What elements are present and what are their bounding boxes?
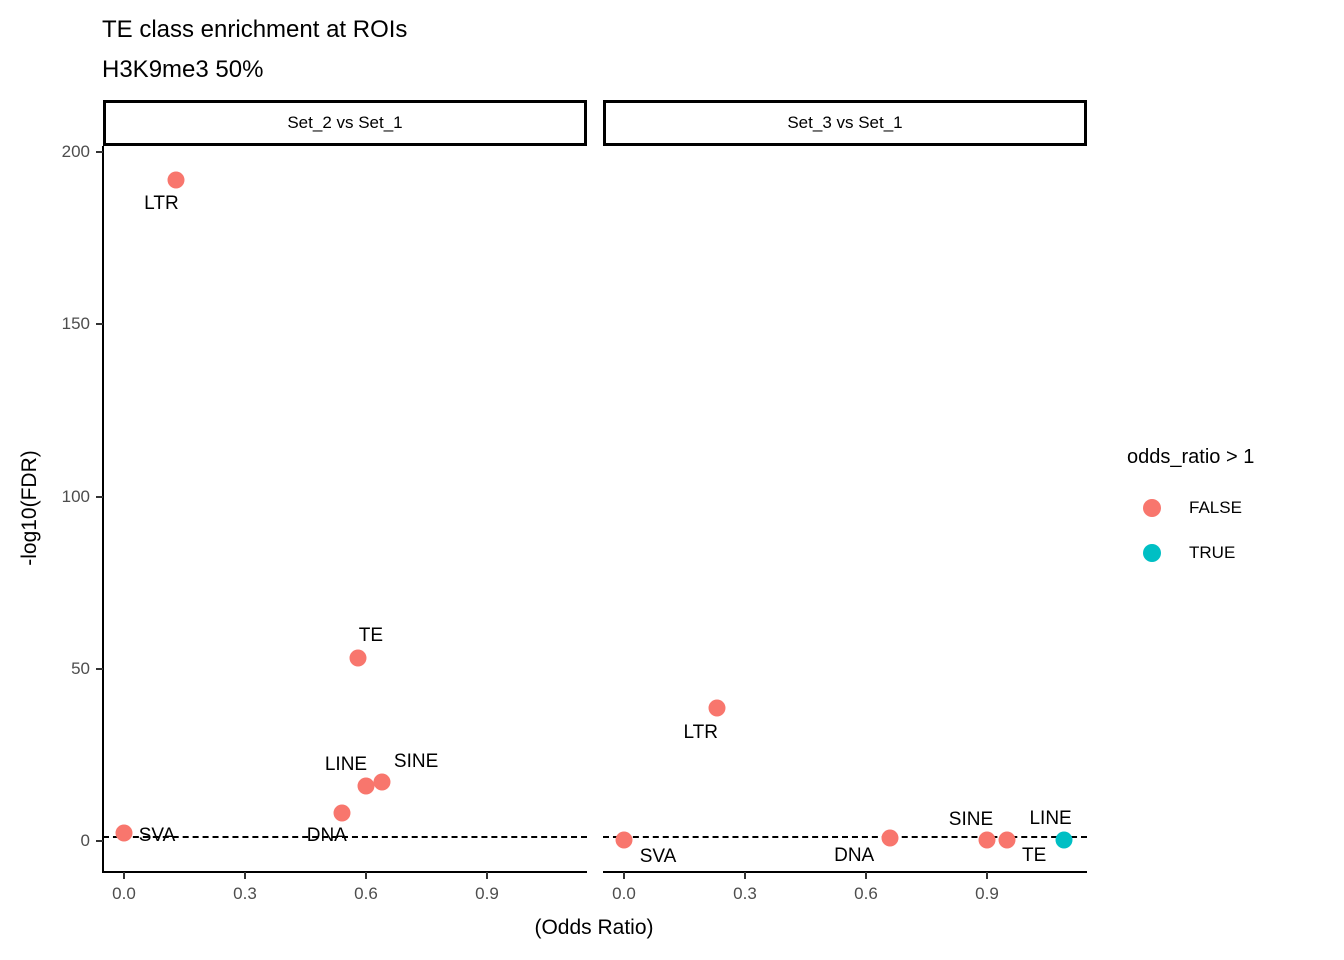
legend-label: TRUE [1189,543,1236,562]
legend-title: odds_ratio > 1 [1127,446,1255,468]
data-point-dna [881,829,899,847]
x-tick-mark [743,872,746,879]
x-tick-mark [985,872,988,879]
point-label-sva: SVA [138,825,176,847]
legend-item-true: TRUE [1127,538,1254,568]
x-axis-line [603,871,1087,873]
x-tick-label: 0.3 [733,884,757,903]
y-tick-label: 150 [61,314,90,334]
significance-threshold-line [103,835,587,838]
plot-title-block: TE class enrichment at ROIs H3K9me3 50% [102,10,407,90]
legend-label: FALSE [1189,498,1242,517]
point-label-ltr: LTR [683,722,718,744]
x-tick-label: 0.0 [612,884,636,903]
data-point-sine [373,773,391,791]
x-tick-mark [485,872,488,879]
facet-panel-1: 0.0 0.3 0.6 0.9 SVA LTR DNA TE LINE SINE [102,146,587,903]
point-label-line: LINE [324,753,368,775]
significance-threshold-line [603,835,1087,838]
data-point-sva [615,831,633,849]
false-swatch-icon [1143,499,1161,517]
point-label-line: LINE [1029,807,1072,829]
x-axis-title: (Odds Ratio) [534,916,654,939]
data-point-ltr [167,171,185,189]
y-tick-label: 100 [61,486,90,506]
y-axis-line [102,146,104,873]
facet-panel-2: 0.0 0.3 0.6 0.9 SVA LTR DNA SINE TE LINE [603,146,1087,903]
y-axis-title: -log10(FDR) [18,450,41,566]
true-swatch-icon [1143,544,1161,562]
x-tick-mark [243,872,246,879]
point-label-te: TE [1021,845,1047,867]
x-tick-mark [123,872,125,879]
facet-strip-2: Set_3 vs Set_1 [603,100,1087,146]
y-tick-label: 50 [71,658,90,678]
y-tick-label: 0 [80,831,90,850]
y-tick-mark [96,151,103,153]
y-tick-mark [96,667,103,670]
point-label-dna: DNA [306,825,347,847]
x-tick-label: 0.6 [354,884,378,903]
data-point-sine [978,831,996,849]
legend-item-false: FALSE [1127,493,1254,523]
x-tick-label: 0.6 [854,884,878,903]
x-tick-label: 0.3 [233,884,257,903]
y-tick-mark [96,840,103,842]
point-label-te: TE [358,625,384,647]
data-point-line [1055,831,1073,849]
data-point-ltr [708,699,726,717]
point-label-sva: SVA [639,845,677,867]
data-point-line [357,777,375,795]
data-point-te [998,831,1016,849]
y-tick-mark [96,323,103,326]
data-point-te [349,649,367,667]
x-tick-label: 0.9 [975,884,999,903]
data-point-dna [333,804,351,822]
x-tick-mark [364,872,367,879]
legend: odds_ratio > 1 FALSE TRUE [1127,446,1254,583]
x-tick-mark [864,872,867,879]
point-label-dna: DNA [834,844,875,866]
x-tick-label: 0.9 [475,884,499,903]
x-axis-line [103,871,587,873]
point-label-ltr: LTR [144,192,179,214]
point-label-sine: SINE [948,808,994,830]
y-tick-label: 200 [61,142,90,161]
y-tick-mark [96,495,103,498]
plot-title: TE class enrichment at ROIs [102,16,408,43]
point-label-sine: SINE [393,751,439,773]
x-tick-label: 0.0 [112,884,136,903]
x-tick-mark [623,872,625,879]
plot-subtitle: H3K9me3 50% [102,56,264,83]
data-point-sva [115,824,133,842]
facet-strip-1: Set_2 vs Set_1 [103,100,587,146]
